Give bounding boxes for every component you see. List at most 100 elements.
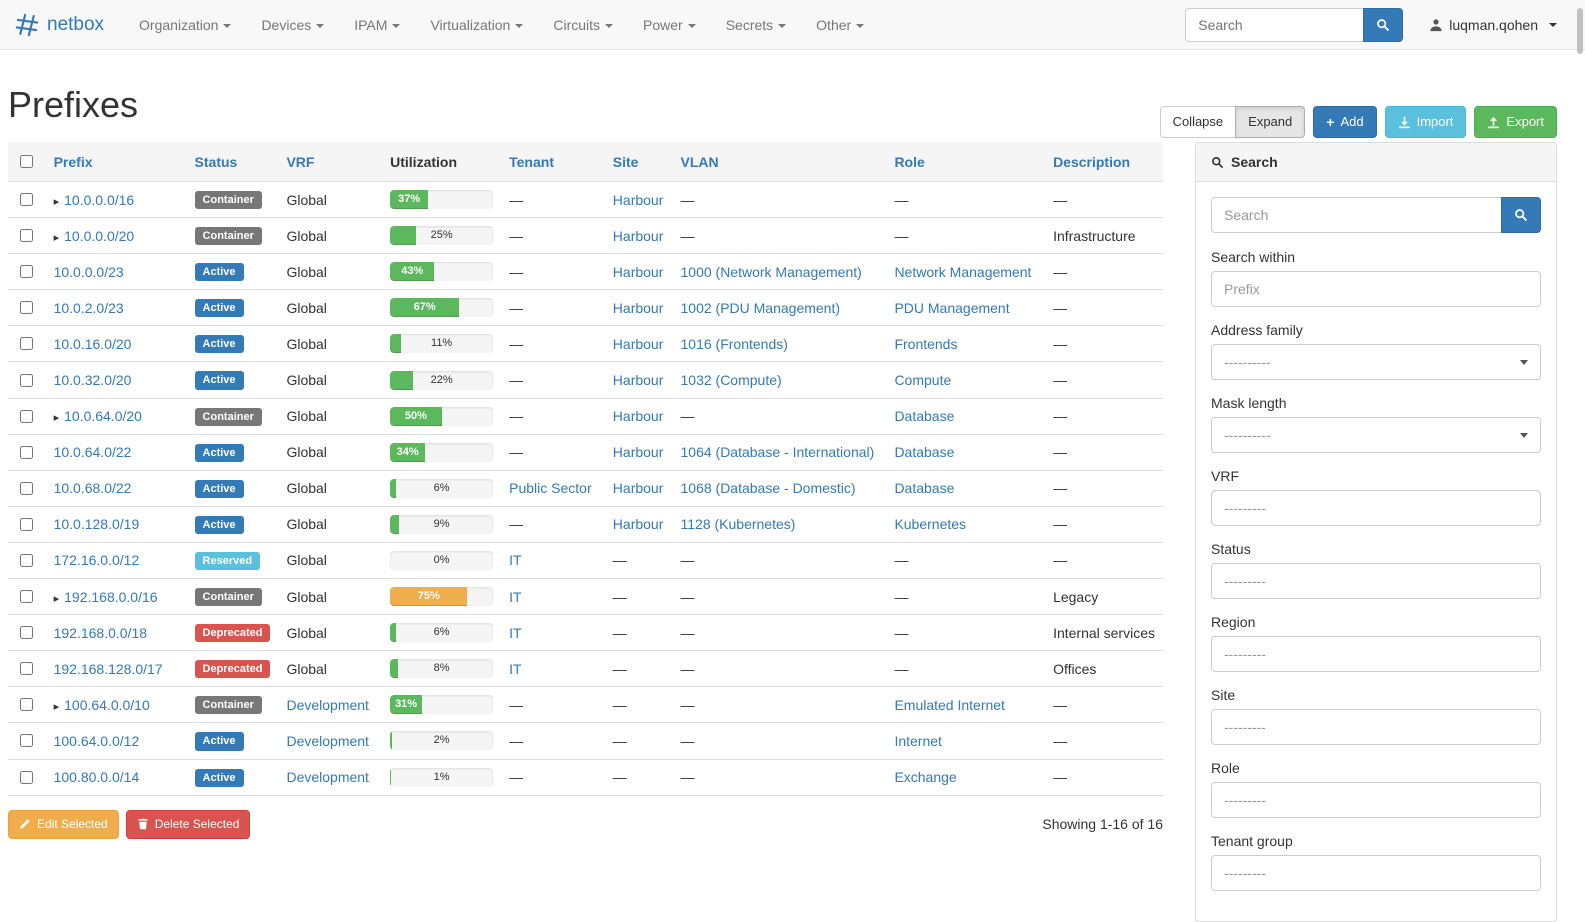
nav-item-power[interactable]: Power: [628, 0, 711, 50]
prefix-link[interactable]: 10.0.0.0/23: [53, 263, 124, 280]
row-checkbox[interactable]: [20, 626, 33, 640]
vlan-link[interactable]: 1128 (Kubernetes): [680, 516, 796, 533]
vlan-link[interactable]: 1068 (Database - Domestic): [680, 480, 856, 497]
filter-input-tenant-group[interactable]: [1211, 855, 1541, 891]
vlan-link[interactable]: 1000 (Network Management): [680, 263, 862, 280]
expand-toggle-icon[interactable]: ▸: [53, 231, 60, 244]
expand-toggle-icon[interactable]: ▸: [53, 195, 60, 208]
column-header-role[interactable]: Role: [894, 153, 925, 170]
row-checkbox[interactable]: [20, 265, 33, 279]
user-menu[interactable]: luqman.qohen: [1429, 17, 1557, 33]
prefix-link[interactable]: 172.16.0.0/12: [53, 552, 140, 569]
filter-search-button[interactable]: [1501, 197, 1541, 233]
nav-item-ipam[interactable]: IPAM: [339, 0, 415, 50]
row-checkbox[interactable]: [20, 409, 33, 423]
expand-button[interactable]: Expand: [1235, 106, 1306, 139]
prefix-link[interactable]: 10.0.64.0/20: [64, 408, 142, 425]
column-header-vrf[interactable]: VRF: [286, 153, 315, 170]
row-checkbox[interactable]: [20, 373, 33, 387]
prefix-link[interactable]: 192.168.0.0/18: [53, 624, 148, 641]
vrf-link[interactable]: Development: [286, 732, 369, 749]
filter-select-mask-length[interactable]: ----------: [1211, 417, 1541, 453]
filter-input-region[interactable]: [1211, 636, 1541, 672]
scrollbar[interactable]: [1577, 8, 1583, 54]
row-checkbox[interactable]: [20, 445, 33, 459]
role-link[interactable]: Internet: [894, 732, 942, 749]
role-link[interactable]: Emulated Internet: [894, 696, 1005, 713]
tenant-link[interactable]: IT: [509, 660, 522, 677]
role-link[interactable]: Kubernetes: [894, 516, 967, 533]
column-header-vlan[interactable]: VLAN: [680, 153, 719, 170]
site-link[interactable]: Harbour: [612, 263, 664, 280]
row-checkbox[interactable]: [20, 481, 33, 495]
prefix-link[interactable]: 10.0.2.0/23: [53, 299, 124, 316]
row-checkbox[interactable]: [20, 517, 33, 531]
row-checkbox[interactable]: [20, 337, 33, 351]
vlan-link[interactable]: 1032 (Compute): [680, 372, 782, 389]
row-checkbox[interactable]: [20, 590, 33, 604]
nav-item-secrets[interactable]: Secrets: [711, 0, 801, 50]
prefix-link[interactable]: 100.64.0.0/10: [64, 696, 150, 713]
site-link[interactable]: Harbour: [612, 408, 664, 425]
expand-toggle-icon[interactable]: ▸: [53, 700, 60, 713]
filter-input-search-within[interactable]: [1211, 271, 1541, 307]
row-checkbox[interactable]: [20, 193, 33, 207]
nav-item-organization[interactable]: Organization: [124, 0, 246, 50]
column-header-tenant[interactable]: Tenant: [509, 153, 554, 170]
collapse-button[interactable]: Collapse: [1159, 106, 1237, 139]
prefix-link[interactable]: 100.64.0.0/12: [53, 732, 140, 749]
tenant-link[interactable]: IT: [509, 588, 522, 605]
prefix-link[interactable]: 10.0.0.0/16: [64, 191, 135, 208]
prefix-link[interactable]: 100.80.0.0/14: [53, 769, 140, 786]
vlan-link[interactable]: 1064 (Database - International): [680, 444, 875, 461]
filter-search-input[interactable]: [1211, 197, 1501, 233]
prefix-link[interactable]: 10.0.32.0/20: [53, 372, 132, 389]
prefix-link[interactable]: 10.0.128.0/19: [53, 516, 140, 533]
site-link[interactable]: Harbour: [612, 335, 664, 352]
filter-select-address-family[interactable]: ----------: [1211, 344, 1541, 380]
row-checkbox[interactable]: [20, 553, 33, 567]
delete-selected-button[interactable]: Delete Selected: [125, 809, 251, 839]
column-header-status[interactable]: Status: [194, 153, 238, 170]
import-button[interactable]: Import: [1384, 106, 1467, 139]
site-link[interactable]: Harbour: [612, 191, 664, 208]
tenant-link[interactable]: IT: [509, 624, 522, 641]
role-link[interactable]: Network Management: [894, 263, 1032, 280]
add-button[interactable]: + Add: [1313, 106, 1377, 139]
tenant-link[interactable]: IT: [509, 552, 522, 569]
nav-item-circuits[interactable]: Circuits: [538, 0, 628, 50]
site-link[interactable]: Harbour: [612, 227, 664, 244]
vrf-link[interactable]: Development: [286, 769, 369, 786]
role-link[interactable]: Database: [894, 480, 955, 497]
vrf-link[interactable]: Development: [286, 696, 369, 713]
prefix-link[interactable]: 192.168.0.0/16: [64, 588, 158, 605]
select-all-checkbox[interactable]: [20, 155, 33, 168]
role-link[interactable]: Exchange: [894, 769, 957, 786]
prefix-link[interactable]: 10.0.64.0/22: [53, 444, 132, 461]
netbox-brand[interactable]: netbox: [14, 12, 104, 38]
filter-input-status[interactable]: [1211, 563, 1541, 599]
navbar-search-input[interactable]: [1185, 7, 1364, 42]
filter-input-site[interactable]: [1211, 709, 1541, 745]
nav-item-other[interactable]: Other: [801, 0, 879, 50]
column-header-prefix[interactable]: Prefix: [53, 153, 93, 170]
row-checkbox[interactable]: [20, 698, 33, 712]
site-link[interactable]: Harbour: [612, 372, 664, 389]
filter-input-role[interactable]: [1211, 782, 1541, 818]
expand-toggle-icon[interactable]: ▸: [53, 592, 60, 605]
nav-item-virtualization[interactable]: Virtualization: [415, 0, 538, 50]
column-header-description[interactable]: Description: [1053, 153, 1131, 170]
prefix-link[interactable]: 10.0.16.0/20: [53, 335, 132, 352]
nav-item-devices[interactable]: Devices: [246, 0, 339, 50]
tenant-link[interactable]: Public Sector: [509, 480, 592, 497]
vlan-link[interactable]: 1002 (PDU Management): [680, 299, 841, 316]
row-checkbox[interactable]: [20, 662, 33, 676]
role-link[interactable]: Frontends: [894, 335, 958, 352]
navbar-search-button[interactable]: [1363, 7, 1404, 42]
site-link[interactable]: Harbour: [612, 444, 664, 461]
prefix-link[interactable]: 10.0.0.0/20: [64, 227, 135, 244]
site-link[interactable]: Harbour: [612, 299, 664, 316]
vlan-link[interactable]: 1016 (Frontends): [680, 335, 788, 352]
row-checkbox[interactable]: [20, 734, 33, 748]
filter-input-vrf[interactable]: [1211, 490, 1541, 526]
